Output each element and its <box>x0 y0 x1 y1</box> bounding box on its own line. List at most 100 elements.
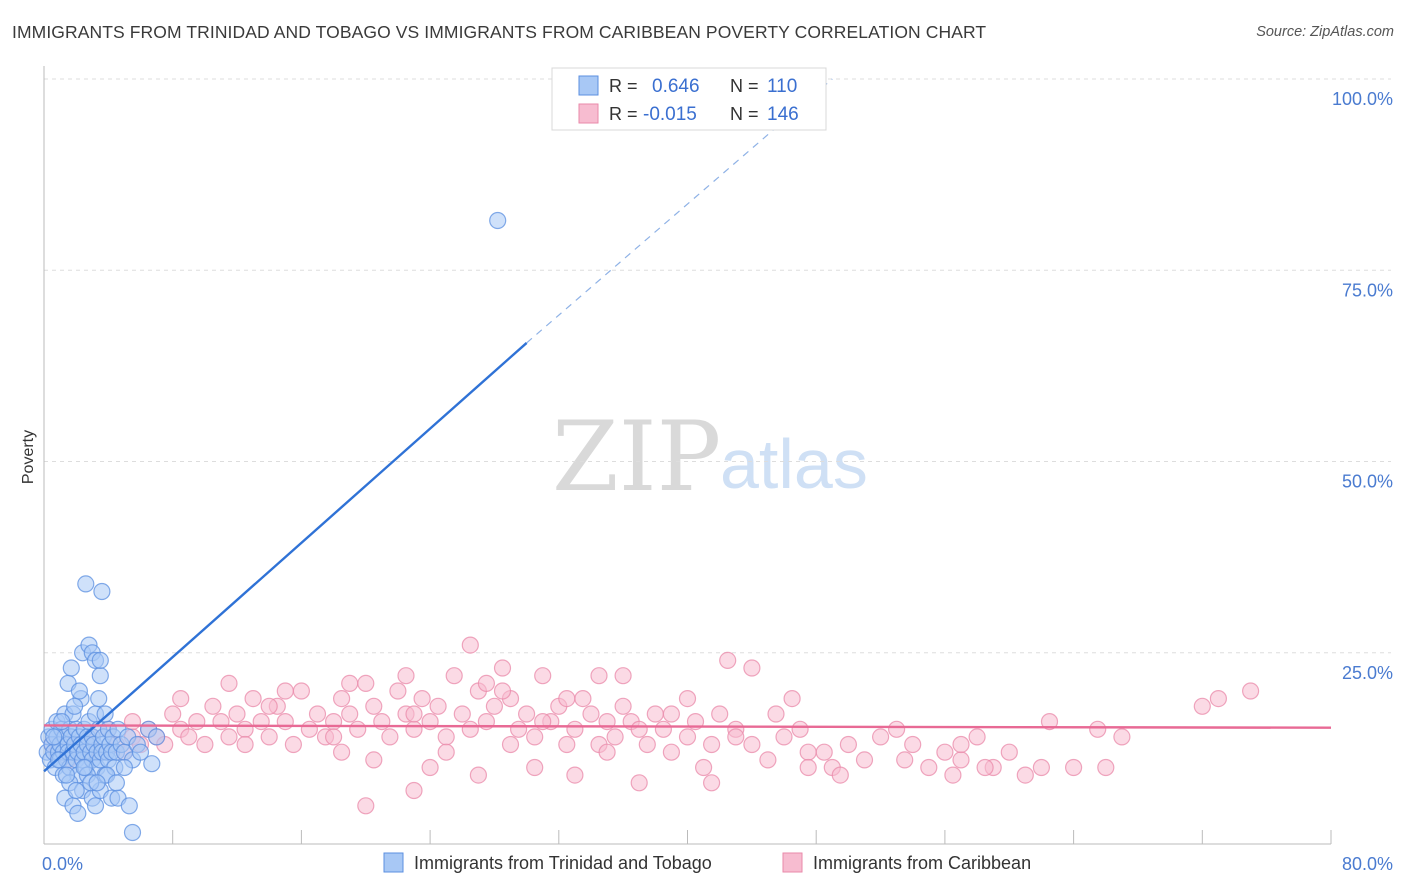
x-tick-label: 0.0% <box>42 854 83 874</box>
legend-swatch-caribbean <box>782 852 803 873</box>
caribbean-point <box>413 689 431 708</box>
caribbean-point <box>284 735 302 754</box>
caribbean-point <box>517 705 536 723</box>
caribbean-point <box>1241 682 1260 700</box>
caribbean-point <box>558 735 576 754</box>
caribbean-point <box>558 689 576 708</box>
trinidad-trend-line <box>43 342 528 773</box>
caribbean-point <box>887 720 906 738</box>
caribbean-point <box>276 682 294 700</box>
caribbean-point <box>775 728 793 746</box>
caribbean-point <box>469 766 487 784</box>
caribbean-point <box>702 774 721 792</box>
trinidad-point <box>91 651 109 670</box>
trinidad-points <box>38 211 507 842</box>
caribbean-point <box>493 659 512 677</box>
caribbean-point <box>357 674 375 693</box>
caribbean-point <box>212 712 230 731</box>
caribbean-point <box>743 659 761 677</box>
caribbean-point <box>590 667 608 685</box>
caribbean-point <box>1040 712 1059 731</box>
caribbean-point <box>429 697 447 715</box>
stats-n-value-blue: 110 <box>767 76 797 97</box>
watermark-zip: ZIP <box>552 401 721 513</box>
caribbean-point <box>662 705 681 723</box>
caribbean-point <box>365 697 383 715</box>
source-label: Source: ZipAtlas.com <box>1256 24 1394 40</box>
caribbean-point <box>799 758 817 777</box>
caribbean-point <box>236 735 254 754</box>
stats-box: R = 0.646 N = 110 R = -0.015 N = 146 <box>551 67 827 131</box>
caribbean-point <box>325 728 343 746</box>
caribbean-point <box>445 667 463 685</box>
watermark-atlas: atlas <box>720 425 868 503</box>
caribbean-point <box>485 697 503 715</box>
caribbean-point <box>292 682 310 700</box>
caribbean-point <box>614 667 632 685</box>
trinidad-point <box>91 667 109 685</box>
caribbean-point <box>702 735 721 754</box>
caribbean-point <box>172 689 190 708</box>
trinidad-point <box>131 743 150 761</box>
caribbean-point <box>437 728 455 746</box>
trinidad-point <box>65 697 84 715</box>
trinidad-point <box>93 582 111 601</box>
y-tick-label: 75.0% <box>1342 280 1393 300</box>
caribbean-trend-line <box>43 724 1332 729</box>
caribbean-point <box>526 728 544 746</box>
caribbean-point <box>204 697 222 715</box>
legend-swatch-trinidad <box>383 852 404 873</box>
caribbean-point <box>123 712 142 731</box>
caribbean-point <box>952 735 970 754</box>
caribbean-point <box>896 751 914 769</box>
caribbean-point <box>694 758 713 777</box>
caribbean-point <box>526 758 544 777</box>
trinidad-point <box>96 705 114 723</box>
caribbean-point <box>904 735 922 754</box>
caribbean-point <box>333 689 351 708</box>
caribbean-point <box>719 651 737 670</box>
caribbean-point <box>871 728 890 746</box>
caribbean-point <box>630 720 648 738</box>
caribbean-point <box>783 689 801 708</box>
caribbean-point <box>614 697 632 715</box>
caribbean-point <box>381 728 399 746</box>
stats-swatch-blue <box>578 75 599 96</box>
caribbean-point <box>437 743 455 761</box>
trinidad-point <box>148 728 166 746</box>
caribbean-point <box>365 751 383 769</box>
caribbean-point <box>405 781 423 800</box>
y-tick-label: 50.0% <box>1342 472 1393 492</box>
trinidad-point <box>69 804 87 823</box>
trinidad-point <box>53 712 71 731</box>
trinidad-point <box>115 758 134 777</box>
caribbean-point <box>260 728 278 746</box>
caribbean-point <box>188 712 206 731</box>
caribbean-point <box>477 674 495 693</box>
y-axis-label: Poverty <box>20 430 37 484</box>
caribbean-point <box>815 743 833 761</box>
caribbean-point <box>389 682 407 700</box>
caribbean-point <box>968 728 986 746</box>
trinidad-point <box>77 575 95 593</box>
caribbean-point <box>1064 758 1083 777</box>
caribbean-point <box>678 689 697 708</box>
axes <box>43 66 1332 845</box>
x-tick-label: 80.0% <box>1342 854 1393 874</box>
caribbean-point <box>662 743 681 761</box>
caribbean-point <box>855 751 874 769</box>
trinidad-point <box>90 689 108 708</box>
caribbean-point <box>220 728 238 746</box>
caribbean-point <box>630 774 648 792</box>
caribbean-point <box>421 758 439 777</box>
caribbean-point <box>405 720 423 738</box>
trinidad-point <box>67 781 85 800</box>
stats-n-label-pink: N = <box>730 104 759 124</box>
caribbean-point <box>349 720 367 738</box>
stats-swatch-pink <box>578 103 599 124</box>
caribbean-point <box>236 720 254 738</box>
legend-label-trinidad: Immigrants from Trinidad and Tobago <box>414 853 712 873</box>
caribbean-point <box>598 743 616 761</box>
caribbean-point <box>831 766 849 784</box>
caribbean-point <box>574 689 592 708</box>
